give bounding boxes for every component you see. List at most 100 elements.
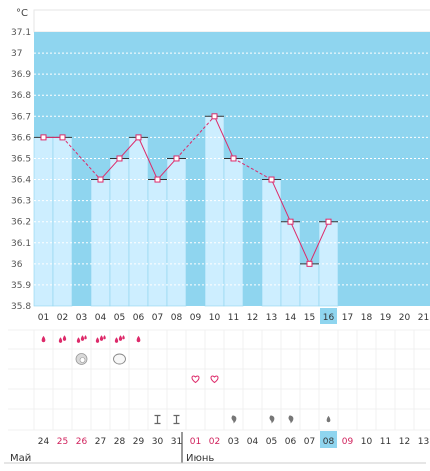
- menstruation-drop-icon: [99, 335, 104, 341]
- x-tick-label[interactable]: 15: [304, 313, 315, 323]
- x-tick-label[interactable]: 19: [380, 313, 392, 323]
- series-segment: [290, 221, 310, 265]
- calendar-date[interactable]: 24: [38, 437, 50, 447]
- series-segment: [309, 221, 329, 265]
- x-tick-label[interactable]: 16: [323, 313, 335, 323]
- calendar-date[interactable]: 27: [95, 437, 106, 447]
- menstruation-drop-icon: [103, 335, 106, 340]
- y-tick-label: 36.6: [11, 133, 31, 143]
- x-tick-label[interactable]: 14: [285, 313, 297, 323]
- data-point-10[interactable]: [211, 113, 218, 120]
- y-tick-label: 36.4: [11, 176, 31, 186]
- menstruation-drop-icon: [41, 335, 46, 343]
- x-tick-label[interactable]: 13: [266, 313, 277, 323]
- x-tick-label[interactable]: 12: [247, 313, 258, 323]
- x-tick-label[interactable]: 01: [38, 313, 49, 323]
- calendar-date[interactable]: 26: [76, 437, 88, 447]
- data-point-06[interactable]: [135, 134, 142, 141]
- menstruation-drop-icon: [95, 337, 100, 343]
- y-tick-label: 36.7: [11, 112, 31, 122]
- calendar-date[interactable]: 07: [304, 437, 315, 447]
- series-segment: [157, 158, 177, 180]
- test-icon: [173, 414, 180, 425]
- calendar-date[interactable]: 09: [342, 437, 354, 447]
- today-date-highlight: [320, 431, 337, 448]
- x-tick-label[interactable]: 06: [133, 313, 145, 323]
- comma-icon: [231, 415, 237, 424]
- calendar-date[interactable]: 28: [114, 437, 126, 447]
- comma-icon: [288, 415, 294, 424]
- month-label-june: Июнь: [186, 453, 214, 464]
- data-point-13[interactable]: [268, 176, 275, 183]
- data-point-07[interactable]: [154, 176, 161, 183]
- series-segment: [100, 158, 120, 180]
- x-tick-label[interactable]: 02: [57, 313, 68, 323]
- calendar-date[interactable]: 11: [380, 437, 391, 447]
- y-tick-label: 36.1: [11, 239, 31, 249]
- bar-05: [109, 158, 130, 307]
- calendar-date[interactable]: 02: [209, 437, 220, 447]
- calendar-date[interactable]: 01: [190, 437, 201, 447]
- today-highlight: [320, 308, 337, 324]
- data-point-08[interactable]: [173, 155, 180, 162]
- calendar-date[interactable]: 08: [323, 437, 335, 447]
- x-tick-label[interactable]: 05: [114, 313, 125, 323]
- data-point-15[interactable]: [306, 260, 313, 267]
- x-tick-label[interactable]: 11: [228, 313, 239, 323]
- menstruation-drop-icon: [58, 337, 63, 343]
- x-tick-label[interactable]: 21: [418, 313, 429, 323]
- x-tick-label[interactable]: 04: [95, 313, 107, 323]
- plot-top-strip: [33, 9, 430, 33]
- series-segment: [271, 179, 291, 222]
- calendar-date[interactable]: 05: [266, 437, 277, 447]
- data-point-05[interactable]: [116, 155, 123, 162]
- x-tick-label[interactable]: 10: [209, 313, 221, 323]
- calendar-date[interactable]: 04: [247, 437, 259, 447]
- y-tick-label: 37: [11, 49, 22, 59]
- x-tick-label[interactable]: 20: [399, 313, 411, 323]
- series-segment: [214, 116, 234, 159]
- data-point-02[interactable]: [59, 134, 66, 141]
- calendar-date[interactable]: 31: [171, 437, 182, 447]
- y-tick-label: 36.3: [11, 197, 31, 207]
- calendar-date[interactable]: 12: [399, 437, 410, 447]
- y-tick-label: 35.8: [11, 302, 31, 312]
- x-tick-label[interactable]: 08: [171, 313, 183, 323]
- data-point-16[interactable]: [325, 218, 332, 225]
- calendar-date[interactable]: 03: [228, 437, 239, 447]
- series-segment: [138, 137, 158, 180]
- calendar-date[interactable]: 30: [152, 437, 164, 447]
- y-tick-label: 36: [11, 260, 23, 270]
- calendar-date[interactable]: 29: [133, 437, 145, 447]
- menstruation-drop-icon: [136, 335, 141, 343]
- test-icon: [154, 414, 161, 425]
- bar-11: [223, 158, 244, 307]
- y-tick-label: 36.8: [11, 91, 31, 101]
- calendar-date[interactable]: 10: [361, 437, 373, 447]
- x-tick-label[interactable]: 03: [76, 313, 87, 323]
- menstruation-drop-icon: [118, 335, 123, 341]
- x-tick-label[interactable]: 17: [342, 313, 353, 323]
- data-point-14[interactable]: [287, 218, 294, 225]
- x-tick-label[interactable]: 09: [190, 313, 202, 323]
- series-segment: [233, 158, 272, 180]
- data-point-11[interactable]: [230, 155, 237, 162]
- series-segment: [119, 137, 139, 159]
- bar-08: [166, 158, 187, 307]
- data-point-01[interactable]: [40, 134, 47, 141]
- heart-icon: [191, 375, 200, 384]
- cloud-icon: [113, 353, 126, 365]
- x-tick-label[interactable]: 18: [361, 313, 373, 323]
- calendar-date[interactable]: 13: [418, 437, 429, 447]
- data-point-04[interactable]: [97, 176, 104, 183]
- y-tick-label: 36.9: [11, 70, 31, 80]
- menstruation-drop-icon: [84, 335, 87, 340]
- calendar-date[interactable]: 06: [285, 437, 297, 447]
- calendar-date[interactable]: 25: [57, 437, 68, 447]
- month-label-may: Май: [10, 453, 31, 464]
- menstruation-drop-icon: [76, 337, 81, 343]
- x-tick-label[interactable]: 07: [152, 313, 163, 323]
- comma-icon: [269, 415, 275, 424]
